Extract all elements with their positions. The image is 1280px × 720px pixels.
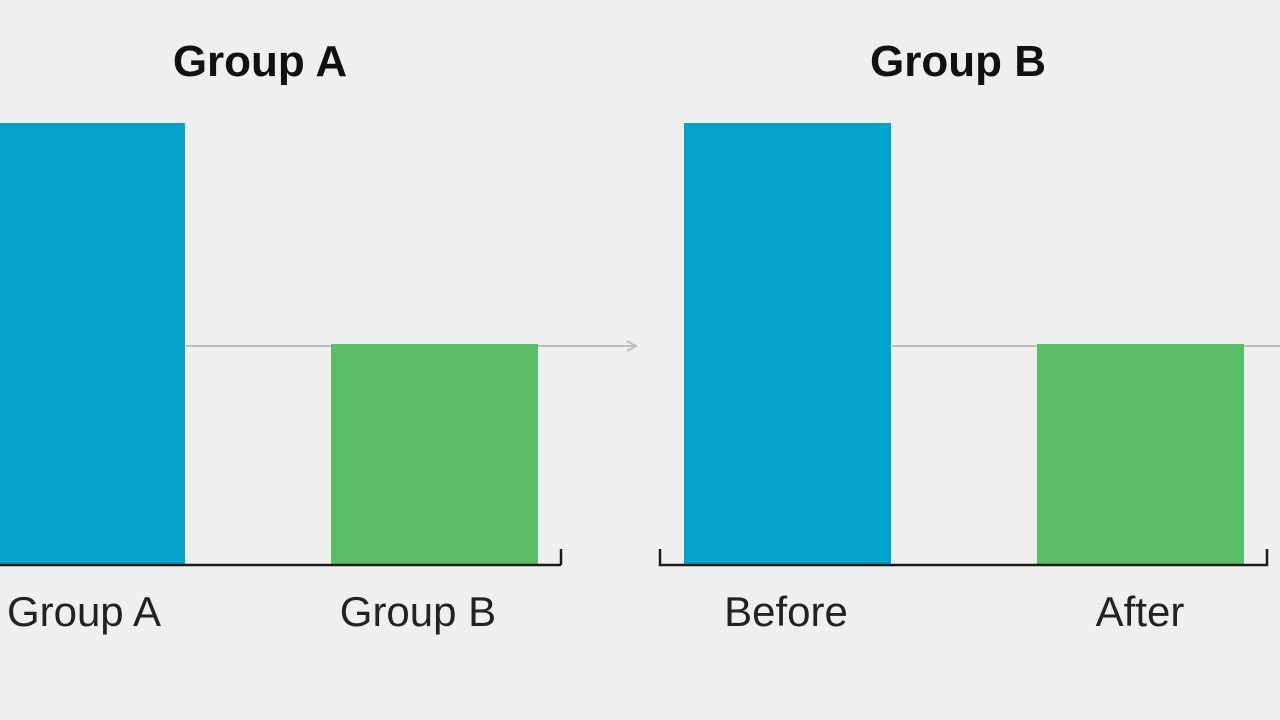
tick-label-after: After (1096, 588, 1185, 635)
bar-group-b (331, 344, 538, 565)
x-axis-2 (658, 549, 1269, 567)
chart-panel-1: Group A Group A Group B (0, 37, 636, 635)
panel-title-2: Group B (870, 37, 1046, 86)
tick-label-group-a: Group A (7, 588, 161, 635)
x-axis-1 (0, 549, 563, 567)
bar-group-a (0, 123, 185, 565)
bar-before (684, 123, 891, 565)
chart-panel-2: Group B Before After (658, 37, 1280, 635)
tick-label-before: Before (724, 588, 848, 635)
panel-title-1: Group A (173, 37, 347, 86)
tick-label-group-b: Group B (340, 588, 496, 635)
bar-after (1037, 344, 1244, 565)
